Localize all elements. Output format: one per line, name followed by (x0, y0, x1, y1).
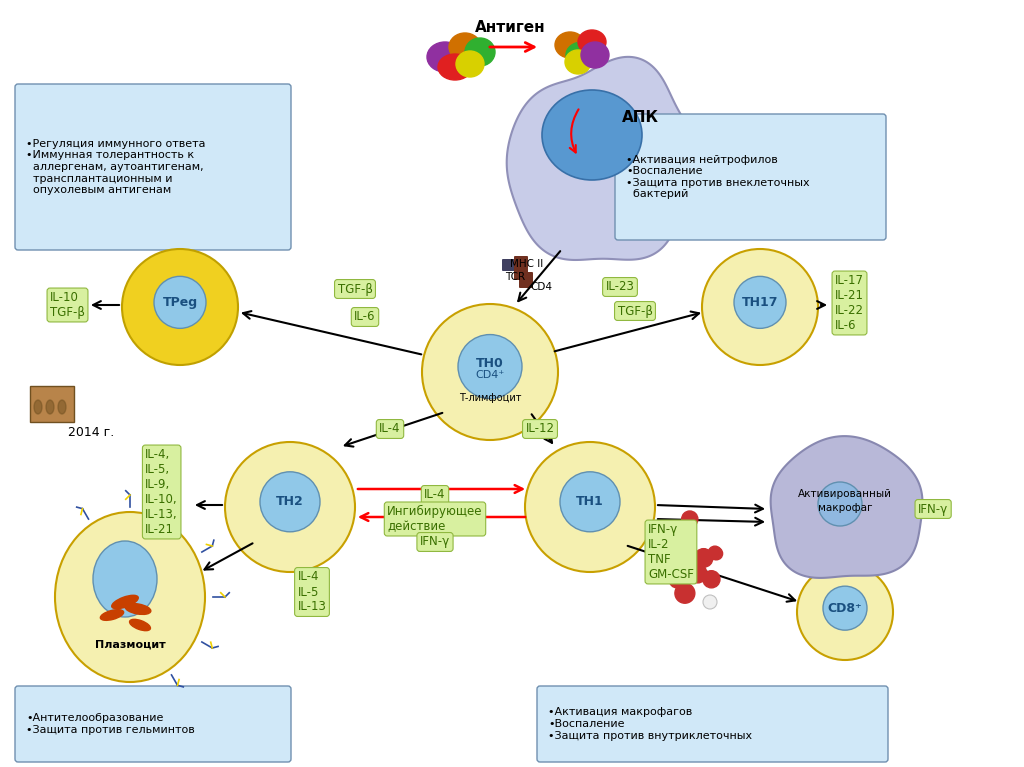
FancyBboxPatch shape (537, 686, 888, 762)
Circle shape (669, 558, 681, 571)
Text: АПК: АПК (622, 110, 658, 124)
Text: MHC II: MHC II (510, 259, 544, 269)
Circle shape (662, 526, 679, 545)
Text: •Активация нейтрофилов
•Воспаление
•Защита против внеклеточных
  бактерий: •Активация нейтрофилов •Воспаление •Защи… (626, 155, 810, 199)
Circle shape (458, 334, 522, 399)
Ellipse shape (566, 42, 598, 68)
Ellipse shape (581, 42, 609, 68)
Ellipse shape (565, 50, 591, 74)
Text: IL-4,
IL-5,
IL-9,
IL-10,
IL-13,
IL-21: IL-4, IL-5, IL-9, IL-10, IL-13, IL-21 (145, 448, 178, 536)
Circle shape (560, 472, 620, 532)
FancyBboxPatch shape (615, 114, 886, 240)
Ellipse shape (578, 30, 606, 54)
Text: IL-23: IL-23 (605, 281, 635, 294)
Circle shape (702, 571, 720, 588)
Text: IL-17
IL-21
IL-22
IL-6: IL-17 IL-21 IL-22 IL-6 (835, 274, 864, 332)
FancyBboxPatch shape (30, 386, 74, 422)
Text: 2014 г.: 2014 г. (68, 426, 115, 439)
Ellipse shape (93, 541, 157, 617)
Ellipse shape (449, 33, 481, 61)
Ellipse shape (58, 400, 66, 414)
Text: Т-лимфоцит: Т-лимфоцит (459, 393, 521, 403)
Text: IFN-γ: IFN-γ (918, 502, 948, 515)
Circle shape (702, 249, 818, 365)
Circle shape (664, 524, 680, 541)
Text: CD4⁺: CD4⁺ (475, 370, 505, 380)
Ellipse shape (438, 54, 472, 80)
Text: IL-6: IL-6 (354, 311, 376, 324)
Circle shape (688, 565, 707, 583)
Text: TGF-β: TGF-β (338, 282, 373, 295)
Circle shape (823, 586, 867, 630)
Circle shape (703, 595, 717, 609)
Circle shape (670, 572, 685, 588)
Text: TН17: TН17 (741, 296, 778, 309)
Text: •Антителообразование
•Защита против гельминтов: •Антителообразование •Защита против гель… (26, 713, 195, 735)
Text: IL-12: IL-12 (525, 423, 555, 436)
Text: IFN-γ: IFN-γ (420, 535, 451, 548)
Circle shape (122, 249, 238, 365)
Ellipse shape (130, 619, 151, 630)
Text: CD4: CD4 (530, 282, 552, 292)
Text: IFN-γ
IL-2
TNF
GM-CSF: IFN-γ IL-2 TNF GM-CSF (648, 523, 694, 581)
Circle shape (694, 548, 713, 568)
Text: Антиген: Антиген (475, 19, 546, 35)
FancyBboxPatch shape (514, 256, 528, 280)
Text: Плазмоцит: Плазмоцит (94, 640, 165, 650)
Ellipse shape (427, 42, 463, 72)
Ellipse shape (465, 38, 495, 66)
Text: CD8⁺: CD8⁺ (827, 601, 862, 614)
Ellipse shape (55, 512, 205, 682)
Text: Активированный: Активированный (798, 489, 892, 499)
Circle shape (668, 572, 680, 584)
Text: IL-4: IL-4 (424, 489, 445, 502)
Polygon shape (507, 57, 696, 260)
Ellipse shape (112, 595, 138, 609)
Text: IL-4
IL-5
IL-13: IL-4 IL-5 IL-13 (298, 571, 327, 614)
Circle shape (709, 546, 722, 559)
Circle shape (154, 276, 206, 328)
Text: ТН0: ТН0 (476, 357, 504, 370)
Ellipse shape (456, 51, 484, 77)
Text: TРeg: TРeg (163, 296, 198, 309)
Polygon shape (771, 436, 923, 578)
Ellipse shape (555, 32, 585, 58)
Text: •Регуляция иммунного ответа
•Иммунная толерантность к
  аллергенам, аутоантигена: •Регуляция иммунного ответа •Иммунная то… (26, 139, 206, 195)
Circle shape (675, 583, 695, 603)
Circle shape (711, 548, 723, 560)
FancyBboxPatch shape (15, 84, 291, 250)
Circle shape (679, 548, 698, 567)
Ellipse shape (542, 90, 642, 180)
Circle shape (422, 304, 558, 440)
Circle shape (225, 442, 355, 572)
Ellipse shape (100, 610, 124, 621)
Circle shape (797, 564, 893, 660)
Text: Ингибирующее
действие: Ингибирующее действие (387, 505, 482, 533)
Text: IL-4: IL-4 (379, 423, 400, 436)
Text: TCR: TCR (505, 272, 525, 282)
Circle shape (525, 442, 655, 572)
FancyBboxPatch shape (15, 686, 291, 762)
Text: макрофаг: макрофаг (818, 503, 872, 513)
Ellipse shape (34, 400, 42, 414)
Circle shape (260, 472, 319, 532)
Circle shape (734, 276, 786, 328)
Text: •Активация макрофагов
•Воспаление
•Защита против внутриклеточных: •Активация макрофагов •Воспаление •Защит… (548, 707, 752, 741)
Ellipse shape (46, 400, 54, 414)
Circle shape (818, 482, 862, 526)
FancyBboxPatch shape (502, 259, 522, 271)
Circle shape (668, 525, 682, 538)
Text: TGF-β: TGF-β (617, 304, 652, 318)
Text: TН2: TН2 (276, 495, 304, 509)
Text: TН1: TН1 (577, 495, 604, 509)
Circle shape (682, 511, 698, 527)
FancyBboxPatch shape (519, 272, 534, 288)
Text: IL-10
TGF-β: IL-10 TGF-β (50, 291, 85, 319)
Ellipse shape (125, 604, 151, 614)
